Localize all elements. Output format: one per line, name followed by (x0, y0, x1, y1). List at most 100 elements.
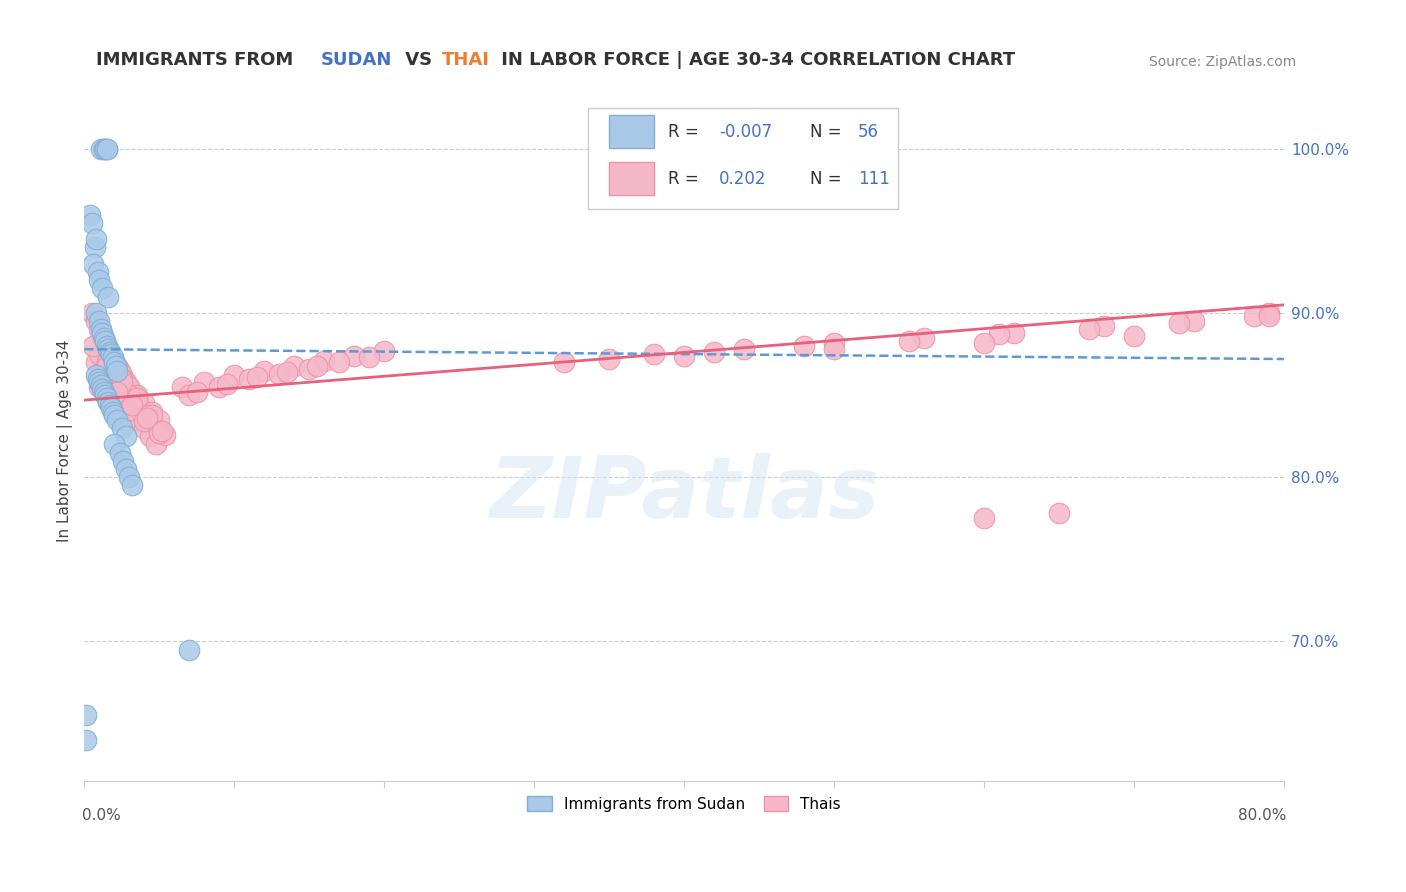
Point (103, 392, 125, 406)
Point (1002, 326, 1025, 340)
Point (141, 404, 163, 418)
Point (84, 355, 107, 369)
Point (80, 216, 103, 230)
Point (823, 335, 845, 350)
Point (110, 363, 132, 377)
Point (148, 424, 170, 438)
Text: R =: R = (668, 169, 704, 187)
Point (118, 388, 141, 402)
Point (91, 281, 114, 295)
Point (1167, 316, 1189, 330)
Point (136, 411, 159, 425)
Point (118, 380, 141, 394)
Point (208, 380, 231, 394)
Point (93, 384, 115, 399)
Point (82, 257, 104, 271)
Point (89, 380, 111, 394)
Point (110, 445, 132, 459)
Point (134, 404, 156, 418)
Text: THAI: THAI (443, 51, 491, 69)
Point (87, 372, 110, 386)
Point (103, 355, 125, 369)
Point (94, 388, 117, 402)
Point (83, 240, 105, 254)
Point (246, 370, 269, 384)
Point (1257, 306, 1279, 320)
Point (1122, 329, 1144, 343)
Point (100, 351, 122, 366)
Point (373, 343, 395, 358)
Point (97, 372, 120, 386)
Point (103, 408, 125, 422)
Point (93, 331, 115, 345)
Point (90, 142, 112, 156)
Point (1243, 310, 1265, 324)
Point (276, 365, 298, 379)
Point (75, 733, 97, 747)
Point (150, 424, 173, 438)
Point (170, 380, 193, 394)
Point (91, 382, 114, 396)
Point (673, 349, 696, 363)
Point (115, 429, 138, 443)
Point (90, 378, 112, 392)
Point (112, 454, 135, 468)
Point (121, 398, 143, 412)
Point (912, 331, 935, 345)
Point (101, 351, 124, 365)
Point (193, 375, 215, 389)
Point (1077, 322, 1099, 336)
Point (343, 349, 366, 363)
Point (96, 355, 118, 369)
Point (1257, 310, 1279, 324)
Point (89, 375, 111, 389)
Point (145, 421, 167, 435)
Point (96, 342, 118, 356)
Text: ZIPatlas: ZIPatlas (489, 453, 879, 536)
Point (94, 339, 117, 353)
Point (127, 413, 149, 427)
Point (115, 396, 138, 410)
Point (111, 375, 134, 389)
Point (298, 362, 321, 376)
Point (125, 392, 148, 406)
Point (314, 353, 336, 368)
Point (87, 265, 110, 279)
Text: N =: N = (810, 169, 846, 187)
Point (127, 396, 149, 410)
Text: 111: 111 (858, 169, 890, 187)
Point (142, 417, 165, 432)
Point (139, 429, 162, 443)
Point (733, 342, 755, 356)
Point (103, 437, 125, 451)
Point (121, 478, 143, 492)
Point (125, 392, 148, 406)
Point (238, 372, 260, 386)
Point (823, 342, 845, 356)
Bar (609, 115, 654, 148)
Text: IN LABOR FORCE | AGE 30-34 CORRELATION CHART: IN LABOR FORCE | AGE 30-34 CORRELATION C… (495, 51, 1015, 69)
Point (97, 347, 120, 361)
Point (134, 396, 156, 410)
Point (1182, 314, 1205, 328)
Point (141, 408, 163, 422)
Point (118, 380, 141, 394)
Point (136, 408, 159, 422)
Point (100, 347, 122, 361)
Point (103, 380, 125, 394)
Point (118, 470, 141, 484)
Point (100, 368, 122, 383)
Point (115, 462, 138, 476)
Point (104, 359, 127, 373)
Point (359, 351, 381, 365)
Bar (609, 162, 654, 195)
Point (179, 388, 201, 402)
FancyBboxPatch shape (588, 108, 897, 209)
Point (179, 642, 201, 657)
Text: R =: R = (668, 122, 704, 141)
Point (898, 334, 921, 348)
Point (125, 388, 148, 402)
Point (598, 351, 620, 366)
Point (96, 339, 118, 353)
Point (1047, 507, 1070, 521)
